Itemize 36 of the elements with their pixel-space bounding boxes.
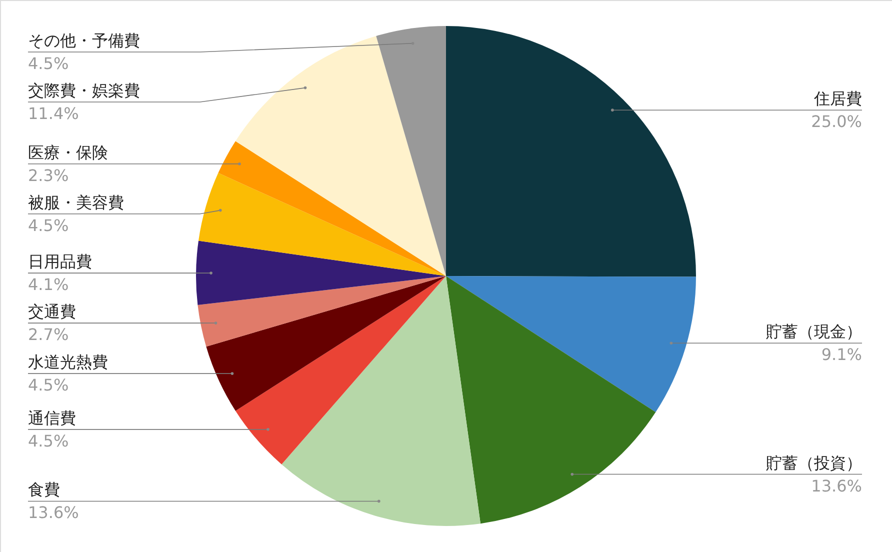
data-label: 4.5%: [28, 431, 69, 450]
slice-label: 交通費: [28, 302, 76, 322]
pie-slice: [282, 276, 481, 526]
data-label: 25.0%: [811, 112, 862, 132]
pie-slice: [235, 36, 446, 276]
pie-slice: [218, 141, 446, 276]
slice-label: 通信費: [28, 408, 76, 428]
data-label: 13.6%: [28, 503, 79, 522]
data-label: 4.1%: [28, 275, 69, 294]
slice-label: 水道光熱費: [28, 352, 108, 372]
data-label: 4.5%: [28, 54, 69, 73]
pie-slice: [206, 276, 446, 411]
pie-slice: [198, 172, 446, 276]
slice-label: 貯蓄（現金）: [766, 322, 862, 342]
slice-label: 貯蓄（投資）: [766, 453, 862, 472]
data-label: 9.1%: [821, 345, 862, 364]
slice-label: 交際費・娯楽費: [28, 81, 140, 100]
slice-label: 医療・保険: [28, 142, 108, 162]
slice-label: 住居費: [813, 89, 862, 108]
pie-slice: [235, 276, 446, 464]
pie-slice: [446, 276, 656, 524]
pie-slice: [446, 26, 696, 277]
slice-label: 被服・美容費: [28, 192, 124, 212]
slice-label: その他・予備費: [28, 31, 140, 50]
pie-slice: [198, 276, 446, 347]
data-label: 2.7%: [28, 325, 69, 344]
data-label: 4.5%: [28, 216, 69, 235]
slice-label: 食費: [28, 480, 60, 500]
data-label: 2.3%: [28, 166, 69, 185]
slice-label: 日用品費: [28, 252, 92, 272]
data-label: 11.4%: [28, 104, 79, 123]
pie-slice: [196, 240, 446, 306]
data-label: 4.5%: [28, 376, 69, 395]
pie-slice: [376, 26, 446, 276]
pie-slice: [446, 276, 696, 412]
data-label: 13.6%: [811, 476, 862, 496]
